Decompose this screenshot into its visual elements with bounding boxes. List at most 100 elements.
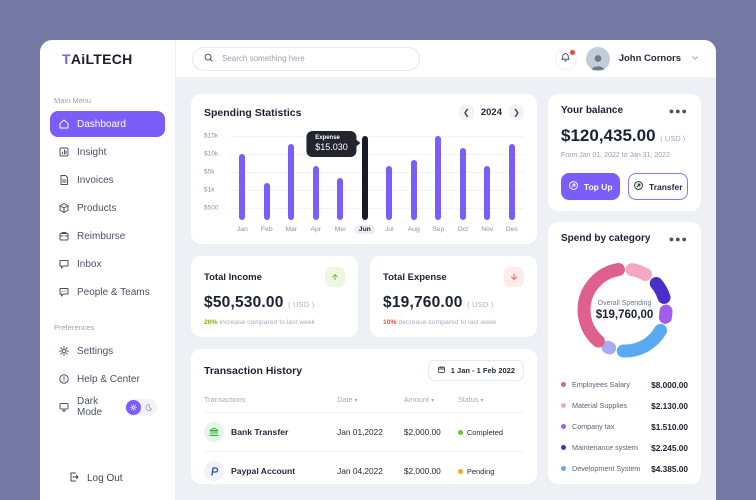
app-window: T AiLTECH Main Menu Dashboard Insight Invoi…: [40, 40, 716, 500]
y-tick-label: $5k: [204, 168, 215, 176]
legend-label: Development System: [572, 464, 641, 473]
bar-aug[interactable]: [410, 160, 417, 220]
date-range-value: 1 Jan - 1 Feb 2022: [450, 366, 515, 375]
search-box[interactable]: [192, 46, 420, 71]
bar-jul[interactable]: [386, 166, 393, 220]
preferences-list: Settings Help & Center Dark Mode: [50, 338, 165, 422]
transaction-row[interactable]: Bank Transfer Jan 01,2022 $2,000.00 Complet…: [204, 412, 524, 452]
product-icon: [58, 202, 70, 214]
gridline: [230, 172, 524, 173]
moon-icon[interactable]: [141, 400, 156, 415]
sidebar-item-dark-mode[interactable]: Dark Mode: [50, 394, 165, 420]
legend-dot: [561, 424, 566, 429]
transaction-date: Jan 01,2022: [337, 412, 404, 452]
legend-row: Material Supplies $2.130.00: [561, 395, 688, 416]
status-label: Completed: [466, 427, 504, 437]
calendar-icon: [437, 365, 446, 376]
column-header-status[interactable]: Status ▾: [457, 391, 524, 413]
expense-currency: ( USD ): [467, 300, 494, 309]
topbar: John Cornors: [176, 40, 716, 78]
sort-chevron-icon[interactable]: ▾: [480, 398, 484, 404]
transactions-title: Transaction History: [204, 364, 303, 377]
balance-menu-button[interactable]: ●●●: [668, 105, 688, 116]
donut-segment-development-system[interactable]: [577, 262, 672, 358]
invoice-icon: [58, 174, 70, 186]
bar-apr[interactable]: [312, 166, 319, 220]
x-axis-labels: Jan Feb Mar Apr Mei Jun Jul Aug Sep Oct Nov Des: [230, 225, 524, 234]
column-header-amount[interactable]: Amount ▾: [403, 391, 458, 413]
sidebar-item-label: People & Teams: [77, 286, 150, 298]
top-up-button[interactable]: Top Up: [561, 173, 620, 200]
gridline: [230, 154, 524, 155]
status-label: Pending: [466, 466, 495, 476]
chevron-down-icon[interactable]: [690, 50, 700, 68]
sort-chevron-icon[interactable]: ▾: [431, 398, 435, 404]
home-icon: [58, 118, 70, 130]
balance-currency: ( USD ): [660, 134, 686, 143]
sidebar-item-label: Invoices: [77, 174, 114, 186]
user-name[interactable]: John Cornors: [618, 53, 681, 64]
sidebar-item-invoices[interactable]: Invoices: [50, 167, 165, 193]
status-dot: [457, 429, 463, 435]
notifications-button[interactable]: [554, 47, 577, 70]
sun-icon[interactable]: [126, 399, 141, 415]
x-tick-sep: Sep: [432, 226, 445, 233]
gridline: [230, 208, 524, 209]
bar-mar[interactable]: [288, 144, 295, 220]
spend-category-menu-button[interactable]: ●●●: [668, 233, 688, 244]
bar-jun[interactable]: [361, 136, 368, 220]
chart-plot: Expense $15.030: [230, 131, 524, 220]
column-header-date[interactable]: Date ▾: [337, 391, 404, 413]
search-icon: [203, 50, 214, 68]
bar-feb[interactable]: [263, 183, 270, 220]
sidebar-item-help-center[interactable]: Help & Center: [50, 366, 165, 392]
legend-label: Material Supplies: [572, 401, 628, 410]
donut-segment-employees-salary[interactable]: [577, 262, 672, 358]
legend-row: Employees Salary $8.000.00: [561, 374, 688, 395]
y-tick-label: $500: [204, 204, 219, 212]
gridline: [230, 136, 524, 137]
sidebar-item-people-teams[interactable]: People & Teams: [50, 279, 165, 305]
year-prev-button[interactable]: ❮: [458, 105, 474, 120]
date-range-button[interactable]: 1 Jan - 1 Feb 2022: [427, 360, 524, 381]
help-icon: [58, 373, 70, 385]
expense-delta-pct: 10%: [383, 319, 397, 326]
expense-amount: $19,760.00: [383, 294, 463, 311]
dark-mode-toggle[interactable]: [125, 398, 157, 416]
bar-oct[interactable]: [459, 147, 466, 220]
chart-tooltip: Expense $15.030: [306, 131, 361, 157]
income-delta-text: increase compared to last week: [217, 319, 316, 326]
bar-jan[interactable]: [239, 153, 246, 220]
donut-segment-company-tax[interactable]: [577, 262, 672, 358]
balance-card: Your balance ●●● $120,435.00 ( USD ) Fro…: [548, 94, 701, 211]
sidebar-item-insight[interactable]: Insight: [50, 139, 165, 165]
top-up-label: Top Up: [583, 181, 613, 192]
avatar[interactable]: [585, 46, 610, 71]
logout-button[interactable]: Log Out: [50, 471, 165, 500]
x-tick-jun: Jun: [353, 225, 378, 234]
sidebar-item-reimburse[interactable]: Reimburse: [50, 223, 165, 249]
sidebar-item-settings[interactable]: Settings: [50, 338, 165, 364]
bar-sep[interactable]: [435, 136, 442, 220]
year-value: 2024: [480, 107, 502, 118]
expense-delta-text: decrease compared to last week: [396, 319, 497, 326]
transfer-button[interactable]: Transfer: [627, 173, 688, 200]
legend-dot: [561, 445, 566, 450]
spend-category-title: Spend by category: [561, 233, 651, 244]
transaction-row[interactable]: Paypal Account Jan 04,2022 $2,000.00 Pendin…: [204, 451, 524, 484]
tooltip-arrow: [355, 139, 361, 147]
sidebar-item-inbox[interactable]: Inbox: [50, 251, 165, 277]
x-tick-jan: Jan: [236, 226, 248, 233]
bar-nov[interactable]: [484, 166, 491, 220]
bar-des[interactable]: [508, 144, 515, 220]
sidebar-item-dashboard[interactable]: Dashboard: [50, 111, 165, 137]
x-tick-mei: Mei: [334, 226, 346, 233]
search-input[interactable]: [222, 54, 409, 63]
sidebar-item-products[interactable]: Products: [50, 195, 165, 221]
sort-chevron-icon[interactable]: ▾: [354, 398, 358, 404]
sidebar-item-label: Products: [77, 202, 117, 214]
bar-mei[interactable]: [337, 178, 344, 220]
status-dot: [457, 468, 463, 474]
legend-value: $1.510.00: [651, 421, 688, 432]
year-next-button[interactable]: ❯: [509, 105, 524, 120]
